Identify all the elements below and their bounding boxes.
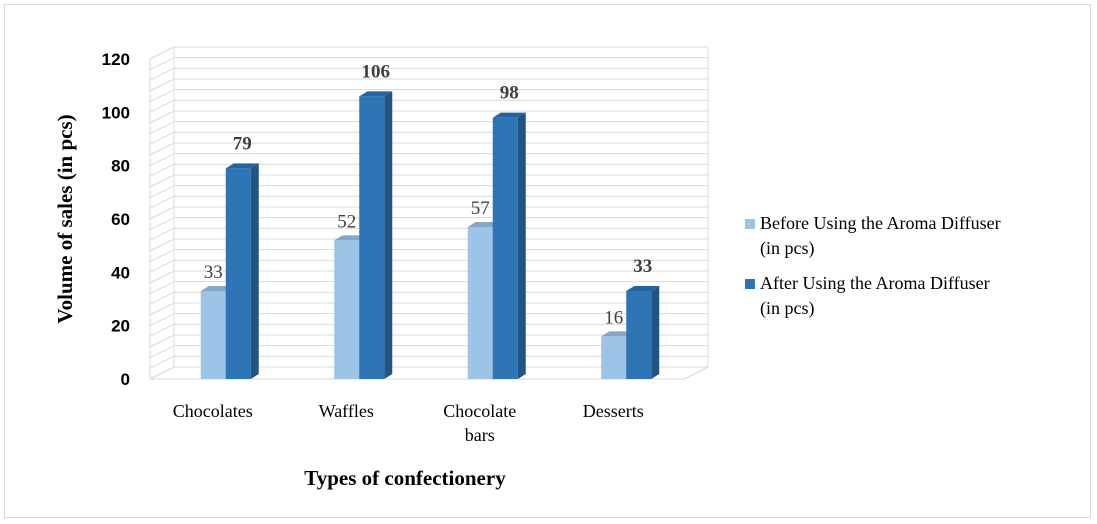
bar-top xyxy=(334,235,368,241)
legend-label: Before Using the Aroma Diffuser xyxy=(760,213,1001,233)
bar-top xyxy=(200,286,234,291)
y-tick-label: 40 xyxy=(111,263,130,282)
gridline-side xyxy=(149,163,175,177)
y-tick-label: 100 xyxy=(102,103,130,122)
chart-frame: 0 20 40 60 80 100 120 33 79 Chocolates 52 106 Waffle… xyxy=(4,4,1091,518)
bar-top xyxy=(626,286,660,291)
bar-side xyxy=(384,91,393,379)
bar-before xyxy=(467,227,493,379)
bar-before xyxy=(200,291,226,379)
bar-top xyxy=(601,331,635,337)
legend-label: (in pcs) xyxy=(760,298,814,319)
gridline-side xyxy=(149,185,175,199)
gridline-side xyxy=(149,227,175,241)
gridline-side xyxy=(149,302,175,316)
legend-swatch xyxy=(745,279,755,289)
gridline-side xyxy=(149,78,175,92)
gridline-side xyxy=(149,121,175,135)
data-label: 33 xyxy=(204,262,223,283)
data-label: 79 xyxy=(233,133,252,154)
gridline-side xyxy=(149,259,175,273)
gridline-side xyxy=(149,153,175,167)
x-tick-label: Chocolate xyxy=(443,401,516,421)
data-label: 106 xyxy=(362,61,391,82)
y-tick-label: 80 xyxy=(111,157,130,176)
y-tick-label: 0 xyxy=(121,370,130,389)
gridline-side xyxy=(149,334,175,348)
legend-swatch xyxy=(745,219,755,229)
gridline-side xyxy=(149,131,175,145)
gridline-side xyxy=(149,110,175,124)
x-axis-title: Types of confectionery xyxy=(304,466,506,490)
gridline-side xyxy=(149,249,175,263)
bar-top xyxy=(467,222,501,227)
data-label: 33 xyxy=(633,256,652,277)
bar-top xyxy=(359,91,393,97)
x-tick-label: bars xyxy=(465,425,495,445)
gridline-side xyxy=(149,355,175,369)
gridline-side xyxy=(149,313,175,327)
legend-label: After Using the Aroma Diffuser xyxy=(760,273,990,293)
gridline-side xyxy=(149,46,175,60)
bar-top xyxy=(492,112,526,118)
bar-before xyxy=(601,336,627,379)
y-tick-label: 20 xyxy=(111,317,130,336)
x-tick-label: Waffles xyxy=(319,401,374,421)
gridline-side xyxy=(149,323,175,337)
gridline-side xyxy=(149,366,175,380)
gridline-side xyxy=(149,89,175,103)
bar-before xyxy=(334,240,360,379)
bar-side xyxy=(517,112,526,380)
bar-chart: 0 20 40 60 80 100 120 33 79 Chocolates 52 106 Waffle… xyxy=(53,46,1001,490)
x-tick-label: Desserts xyxy=(583,401,644,421)
bar-side xyxy=(651,286,660,379)
data-label: 16 xyxy=(604,307,623,328)
y-tick-label: 60 xyxy=(111,210,130,229)
gridline-side xyxy=(149,99,175,113)
y-axis-title: Volume of sales (in pcs) xyxy=(53,114,77,323)
y-tick-label: 120 xyxy=(102,50,130,69)
gridline-side xyxy=(149,238,175,252)
bar-after xyxy=(492,117,518,380)
bar-side xyxy=(250,163,259,379)
gridline-side xyxy=(149,345,175,359)
gridline-side xyxy=(149,67,175,81)
gridline-side xyxy=(149,291,175,305)
bar-top xyxy=(225,163,259,169)
gridline-side xyxy=(149,270,175,284)
legend-label: (in pcs) xyxy=(760,238,814,259)
bar-after xyxy=(626,291,652,379)
gridline-side xyxy=(149,217,175,231)
x-tick-label: Chocolates xyxy=(173,401,253,421)
gridline-side xyxy=(149,206,175,220)
gridline-side xyxy=(149,195,175,209)
gridline-side xyxy=(149,174,175,188)
gridline-side xyxy=(149,281,175,295)
gridline-side xyxy=(149,57,175,71)
bar-after xyxy=(225,168,251,379)
gridline-side xyxy=(149,142,175,156)
bar-after xyxy=(359,96,385,379)
data-label: 57 xyxy=(471,198,490,219)
data-label: 52 xyxy=(337,211,356,232)
data-label: 98 xyxy=(500,83,519,104)
